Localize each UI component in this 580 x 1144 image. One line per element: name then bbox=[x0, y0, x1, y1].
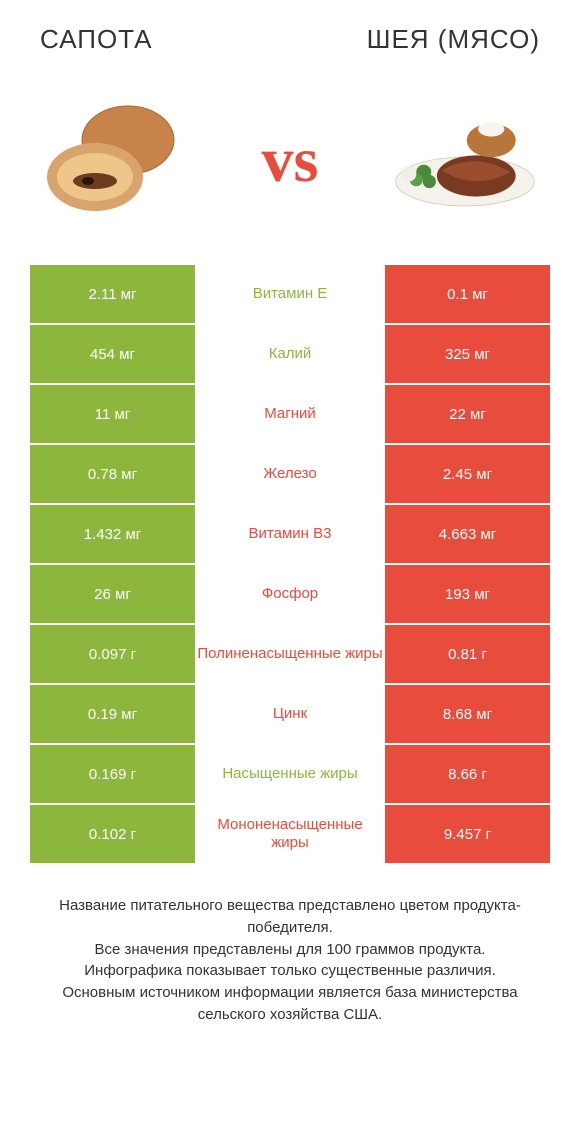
right-value-cell: 0.81 г bbox=[385, 625, 550, 683]
footer-text: Название питательного вещества представл… bbox=[0, 865, 580, 1046]
footer-line: Все значения представлены для 100 граммо… bbox=[30, 939, 550, 961]
footer-line: Основным источником информации является … bbox=[30, 982, 550, 1026]
nutrient-name-cell: Железо bbox=[195, 445, 385, 503]
left-value-cell: 26 мг bbox=[30, 565, 195, 623]
left-product-image bbox=[40, 95, 190, 225]
images-row: vs bbox=[0, 65, 580, 265]
right-value-cell: 8.66 г bbox=[385, 745, 550, 803]
nutrient-name-cell: Витамин B3 bbox=[195, 505, 385, 563]
nutrient-name-cell: Магний bbox=[195, 385, 385, 443]
footer-line: Инфографика показывает только существенн… bbox=[30, 960, 550, 982]
nutrient-name-cell: Полиненасыщенные жиры bbox=[195, 625, 385, 683]
nutrient-row: 1.432 мгВитамин B34.663 мг bbox=[30, 505, 550, 563]
nutrient-name-cell: Насыщенные жиры bbox=[195, 745, 385, 803]
right-value-cell: 193 мг bbox=[385, 565, 550, 623]
right-product-title: ШЕЯ (МЯСО) bbox=[367, 24, 540, 55]
left-value-cell: 0.78 мг bbox=[30, 445, 195, 503]
nutrient-row: 26 мгФосфор193 мг bbox=[30, 565, 550, 623]
left-product-title: САПОТА bbox=[40, 24, 153, 55]
nutrient-row: 0.78 мгЖелезо2.45 мг bbox=[30, 445, 550, 503]
comparison-table: 2.11 мгВитамин E0.1 мг454 мгКалий325 мг1… bbox=[0, 265, 580, 863]
left-value-cell: 0.102 г bbox=[30, 805, 195, 863]
nutrient-row: 0.169 гНасыщенные жиры8.66 г bbox=[30, 745, 550, 803]
right-value-cell: 325 мг bbox=[385, 325, 550, 383]
left-value-cell: 11 мг bbox=[30, 385, 195, 443]
left-value-cell: 1.432 мг bbox=[30, 505, 195, 563]
right-value-cell: 0.1 мг bbox=[385, 265, 550, 323]
nutrient-name-cell: Фосфор bbox=[195, 565, 385, 623]
nutrient-row: 2.11 мгВитамин E0.1 мг bbox=[30, 265, 550, 323]
nutrient-name-cell: Калий bbox=[195, 325, 385, 383]
vs-label: vs bbox=[262, 123, 319, 197]
right-value-cell: 4.663 мг bbox=[385, 505, 550, 563]
right-value-cell: 22 мг bbox=[385, 385, 550, 443]
nutrient-name-cell: Цинк bbox=[195, 685, 385, 743]
left-value-cell: 0.169 г bbox=[30, 745, 195, 803]
footer-line: Название питательного вещества представл… bbox=[30, 895, 550, 939]
right-value-cell: 8.68 мг bbox=[385, 685, 550, 743]
nutrient-row: 454 мгКалий325 мг bbox=[30, 325, 550, 383]
nutrient-name-cell: Витамин E bbox=[195, 265, 385, 323]
right-value-cell: 2.45 мг bbox=[385, 445, 550, 503]
left-value-cell: 2.11 мг bbox=[30, 265, 195, 323]
right-product-image bbox=[390, 95, 540, 225]
right-value-cell: 9.457 г bbox=[385, 805, 550, 863]
left-value-cell: 454 мг bbox=[30, 325, 195, 383]
left-value-cell: 0.19 мг bbox=[30, 685, 195, 743]
nutrient-row: 0.102 гМононенасыщенные жиры9.457 г bbox=[30, 805, 550, 863]
nutrient-row: 0.19 мгЦинк8.68 мг bbox=[30, 685, 550, 743]
nutrient-row: 11 мгМагний22 мг bbox=[30, 385, 550, 443]
nutrient-name-cell: Мононенасыщенные жиры bbox=[195, 805, 385, 863]
header: САПОТА ШЕЯ (МЯСО) bbox=[0, 0, 580, 65]
nutrient-row: 0.097 гПолиненасыщенные жиры0.81 г bbox=[30, 625, 550, 683]
left-value-cell: 0.097 г bbox=[30, 625, 195, 683]
